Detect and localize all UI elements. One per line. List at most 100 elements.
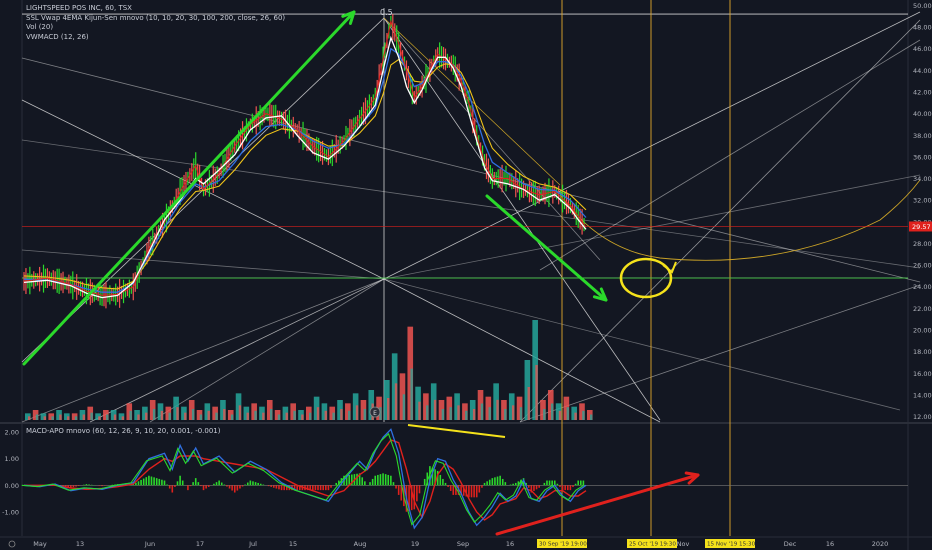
earnings-marker xyxy=(369,406,381,418)
price-series xyxy=(23,14,587,309)
macd-fast-line xyxy=(21,432,584,526)
last-price-tag xyxy=(909,221,932,232)
volume-bar xyxy=(137,414,140,420)
volume-bar xyxy=(103,410,109,420)
macd-panel xyxy=(21,428,908,530)
volume-bar xyxy=(394,383,398,420)
time-tick-label: 17 xyxy=(196,540,204,548)
volume-bar xyxy=(535,365,538,420)
volume-bar xyxy=(142,406,148,420)
volume-bar xyxy=(293,410,296,420)
volume-bar xyxy=(98,416,101,420)
volume-bar xyxy=(266,400,273,420)
projection-curve xyxy=(559,179,921,261)
time-tag-label: 30 Sep '19 19:00 xyxy=(539,542,587,548)
volume-bar xyxy=(48,413,55,420)
fan-line-17 xyxy=(149,278,385,423)
volume-bar xyxy=(316,407,320,420)
volume-bar xyxy=(532,320,538,420)
volume-bar xyxy=(149,400,156,420)
volume-bar xyxy=(238,405,242,420)
fan-line-12 xyxy=(21,278,385,423)
volume-bar xyxy=(321,403,328,420)
macd-signal-line xyxy=(24,439,587,521)
volume-bar xyxy=(207,410,210,420)
indicator-vwmacd-legend: VWMACD (12, 26) xyxy=(26,32,89,41)
price-tick-label: 38.00 xyxy=(913,132,932,140)
chart-legend: LIGHTSPEED POS INC, 60, TSX SSL Vwap 4EM… xyxy=(26,4,285,42)
volume-bar xyxy=(391,353,398,420)
volume-bar xyxy=(87,406,94,420)
volume-bar xyxy=(220,400,226,420)
volume-bar xyxy=(543,409,546,420)
volume-bar xyxy=(160,410,164,420)
volume-bar xyxy=(71,413,78,420)
fan-line-13 xyxy=(383,17,601,261)
fan-line-10 xyxy=(21,139,921,269)
volume-bar xyxy=(477,390,484,420)
volume-bar xyxy=(145,412,148,420)
price-tick-label: 42.00 xyxy=(913,88,932,96)
volume-bar xyxy=(368,390,375,420)
volume-bar xyxy=(516,396,523,420)
volume-bar xyxy=(223,409,226,420)
macd-decline-line xyxy=(407,424,506,438)
volume-bar xyxy=(269,409,273,420)
macd-tick-label: -1.00 xyxy=(2,509,19,517)
time-tag-label: 25 Oct '19 19:30 xyxy=(629,542,676,548)
volume-bar xyxy=(519,407,523,420)
band-line xyxy=(23,58,587,290)
volume-bar xyxy=(582,410,585,420)
fan-line-7 xyxy=(383,11,921,280)
price-tick-label: 40.00 xyxy=(913,110,932,118)
volume-bar xyxy=(587,410,593,420)
volume-bar xyxy=(508,393,515,420)
volume-bar xyxy=(43,416,47,420)
symbol-title: LIGHTSPEED POS INC, 60, TSX xyxy=(26,4,132,12)
volume-bar xyxy=(251,403,257,420)
volume-bar xyxy=(188,400,195,420)
volume-bar xyxy=(488,407,491,420)
time-tag xyxy=(705,539,755,548)
macd-divergence-arrow xyxy=(495,473,700,536)
volume-bar xyxy=(313,396,320,420)
volume-bar xyxy=(352,393,359,420)
volume-bar xyxy=(387,398,390,420)
volume-bar xyxy=(51,416,54,420)
volume-bar xyxy=(496,399,499,420)
volume-bar xyxy=(430,383,437,420)
volume-bar xyxy=(363,409,367,420)
volume-bar xyxy=(337,400,343,420)
volume-bar xyxy=(418,401,421,420)
fib-level-label: 0.5 xyxy=(380,8,393,17)
volume-bar xyxy=(555,403,562,420)
price-tick-label: 28.00 xyxy=(913,240,932,248)
volume-bar xyxy=(118,413,125,420)
time-tick-label: 13 xyxy=(76,540,84,548)
volume-bar xyxy=(332,412,335,420)
volume-bar xyxy=(465,410,468,420)
volume-bar xyxy=(290,403,296,420)
volume-bar xyxy=(540,400,546,420)
macd-legend: MACD-APO mnovo (60, 12, 26, 9, 10, 20, 0… xyxy=(26,427,221,435)
volume-bar xyxy=(90,412,93,420)
macd-divergence-arrow-head xyxy=(684,471,700,485)
volume-bar xyxy=(243,406,250,420)
vwap-line xyxy=(23,35,587,299)
gold-trend-line xyxy=(383,17,561,186)
price-tick-label: 14.00 xyxy=(913,391,932,399)
volume-bar xyxy=(376,396,382,420)
time-tick-label: 15 xyxy=(289,540,297,548)
volume-bar xyxy=(493,383,499,420)
price-tick-label: 48.00 xyxy=(913,24,932,32)
volume-bar xyxy=(579,403,585,420)
volume-bar xyxy=(574,412,577,420)
volume-bar xyxy=(462,403,468,420)
price-tick-label: 46.00 xyxy=(913,45,932,53)
time-tick-label: Aug xyxy=(354,540,367,548)
volume-bar xyxy=(259,406,265,420)
volume-bar xyxy=(181,406,187,420)
time-tag xyxy=(537,539,587,548)
volume-bar xyxy=(340,409,343,420)
volume-bar xyxy=(399,373,406,420)
